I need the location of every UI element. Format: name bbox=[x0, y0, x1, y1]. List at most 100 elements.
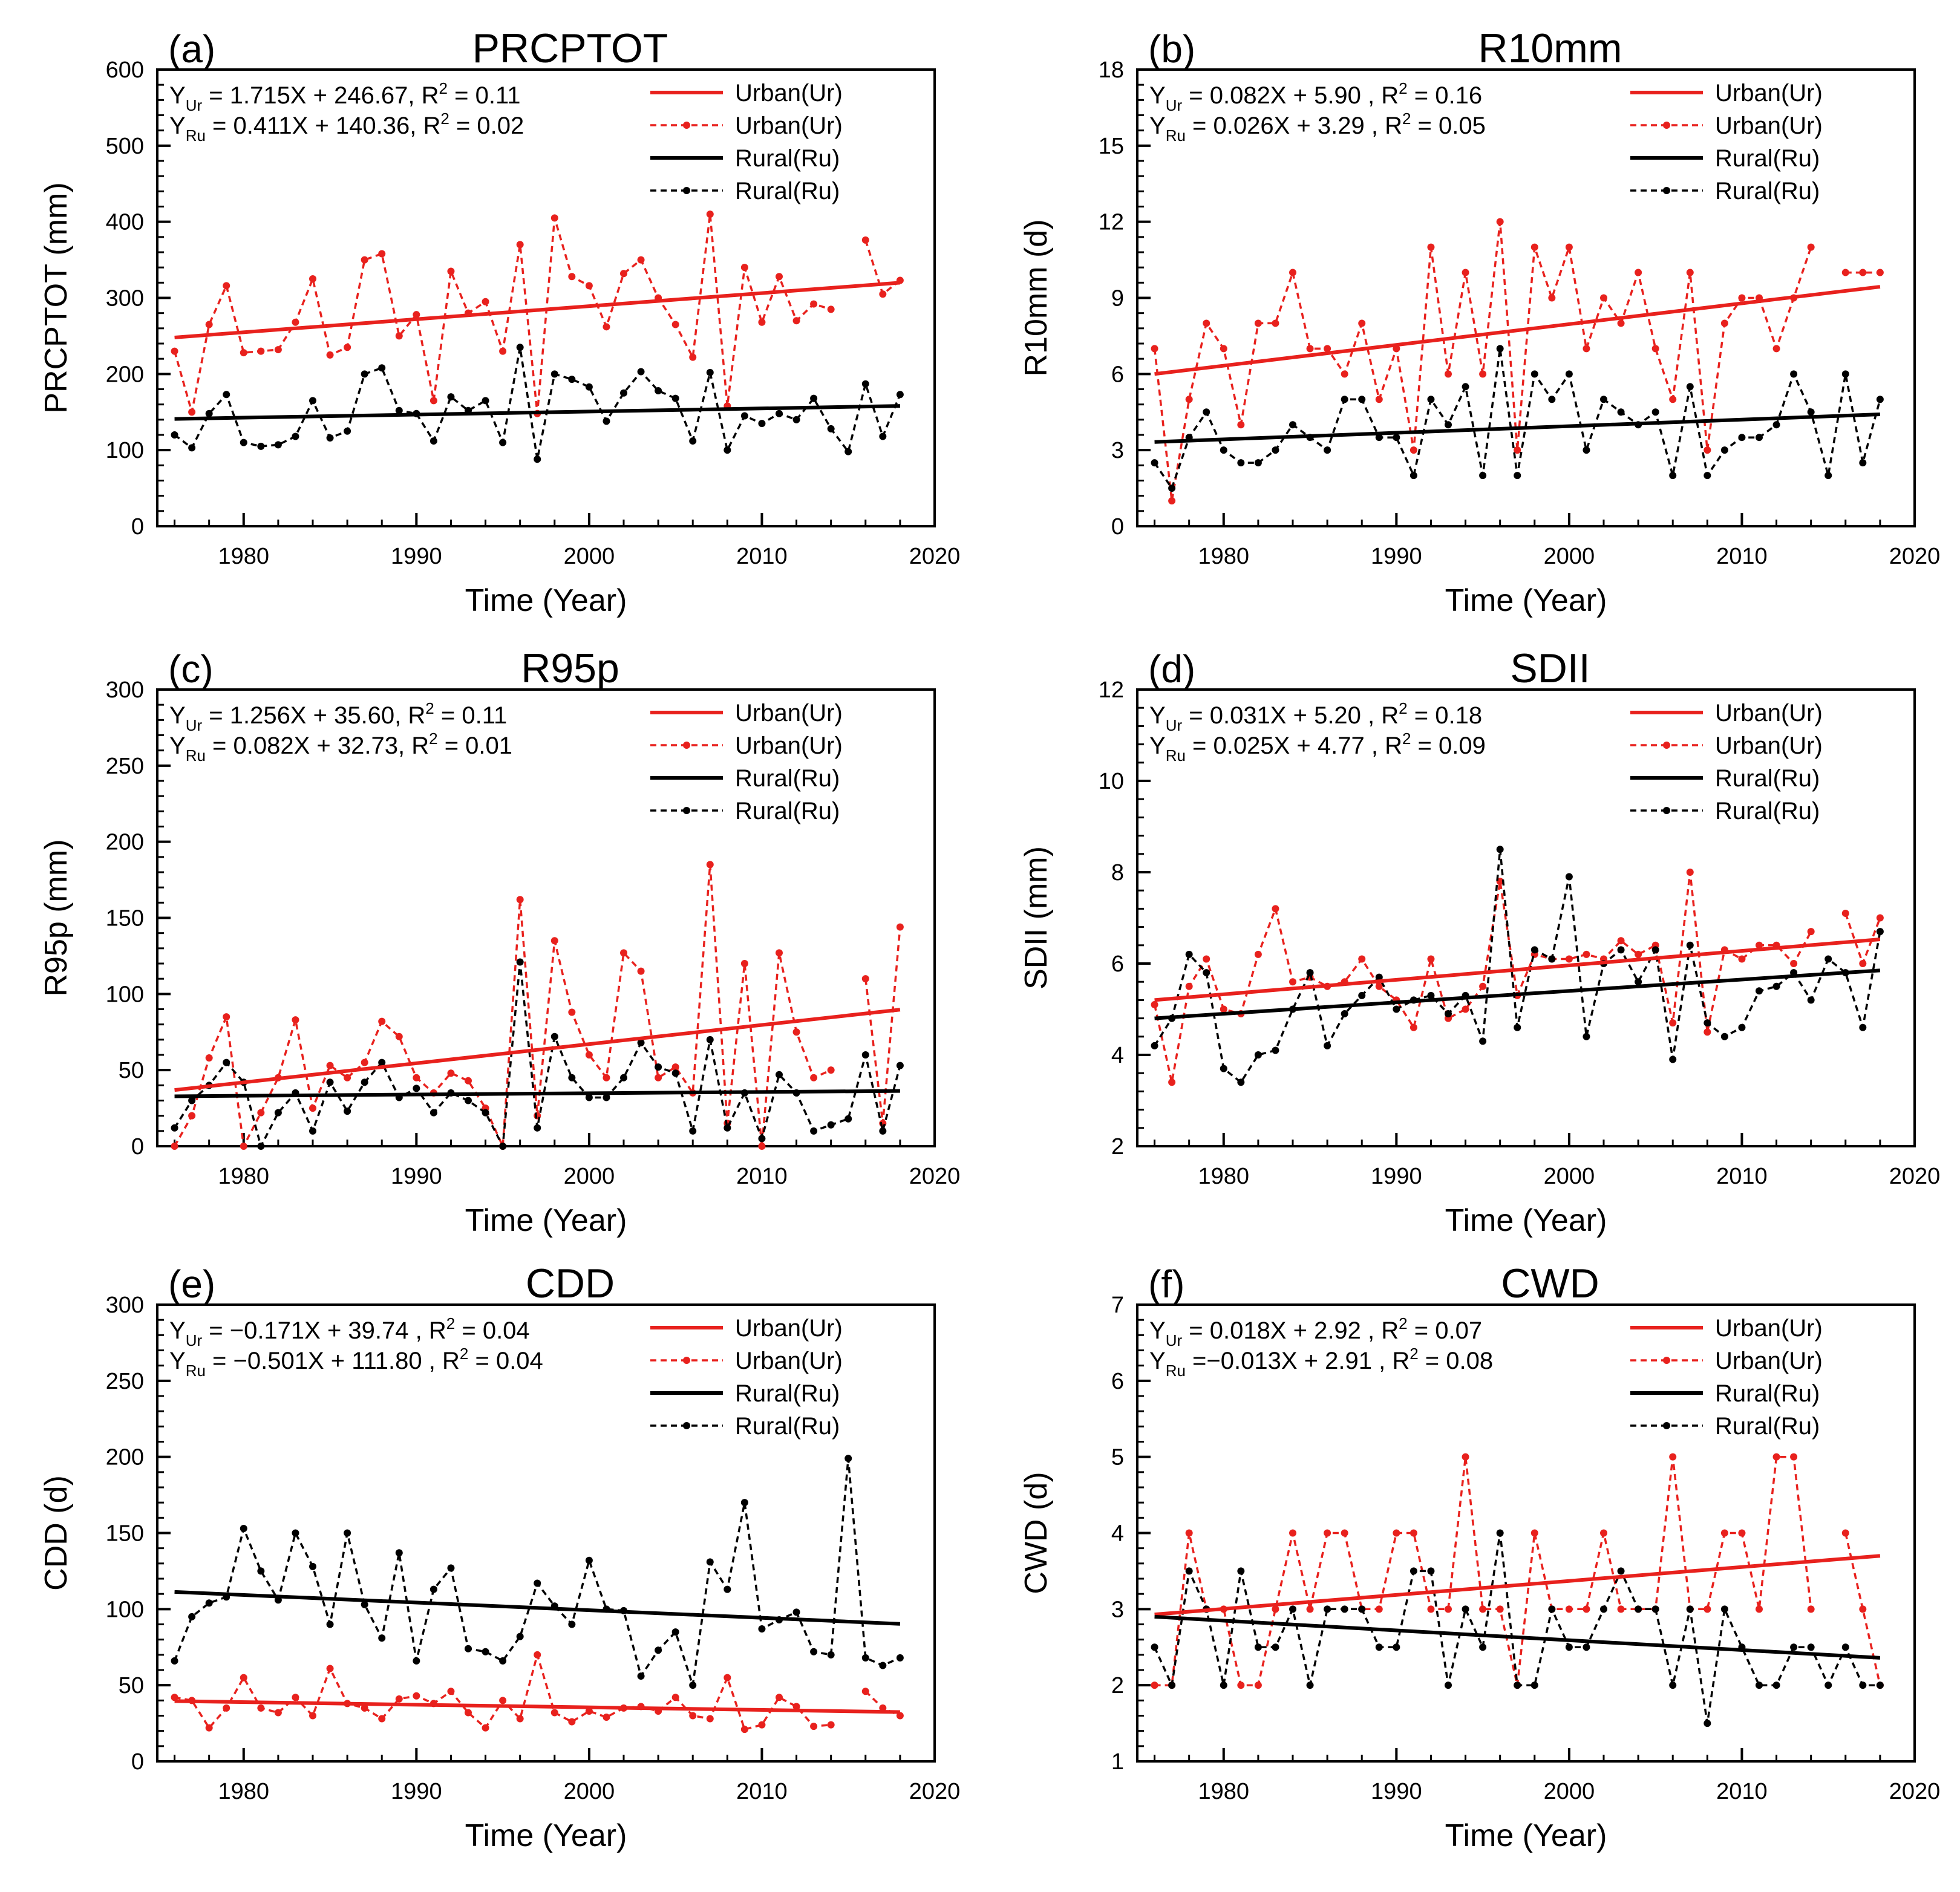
data-point bbox=[1393, 1643, 1400, 1651]
data-point bbox=[1289, 1529, 1296, 1537]
y-tick-label: 3 bbox=[1111, 1597, 1124, 1622]
data-point bbox=[1358, 396, 1366, 403]
y-tick-label: 250 bbox=[106, 754, 144, 779]
data-point bbox=[361, 1704, 368, 1712]
data-point bbox=[1220, 1682, 1227, 1689]
data-point bbox=[1583, 950, 1590, 958]
eq-subscript: Ur bbox=[1166, 716, 1183, 734]
data-point bbox=[689, 353, 697, 361]
data-point bbox=[1185, 950, 1193, 958]
data-point bbox=[1790, 370, 1798, 378]
data-point bbox=[879, 1127, 887, 1135]
y-tick-label: 4 bbox=[1111, 1521, 1124, 1547]
data-point bbox=[326, 1078, 334, 1086]
data-point bbox=[1272, 905, 1279, 913]
data-point bbox=[1617, 937, 1625, 945]
panel-label: (e) bbox=[168, 1262, 215, 1306]
data-point bbox=[724, 1124, 731, 1132]
data-point bbox=[1445, 1682, 1452, 1689]
y-tick-label: 8 bbox=[1111, 860, 1124, 886]
data-point bbox=[1427, 396, 1435, 403]
data-point bbox=[395, 1032, 403, 1040]
data-point bbox=[1617, 946, 1625, 954]
x-tick-label: 2020 bbox=[909, 1164, 961, 1189]
data-point bbox=[776, 1694, 783, 1701]
data-point bbox=[671, 321, 679, 328]
data-point bbox=[516, 896, 524, 904]
data-point bbox=[1496, 1529, 1504, 1537]
data-point bbox=[1530, 1529, 1538, 1537]
eq-superscript: 2 bbox=[1402, 729, 1411, 748]
data-point bbox=[1824, 955, 1832, 963]
equation-rural: YRu =−0.013X + 2.91 , R2 = 0.08 bbox=[1149, 1345, 1493, 1380]
data-point bbox=[1686, 269, 1694, 276]
data-point bbox=[465, 1097, 472, 1104]
y-tick-label: 300 bbox=[106, 286, 144, 312]
data-point bbox=[240, 349, 247, 357]
data-point bbox=[257, 347, 265, 355]
data-point bbox=[568, 1008, 576, 1016]
panel-title: CDD bbox=[526, 1261, 615, 1306]
data-point bbox=[1756, 1605, 1763, 1613]
data-point bbox=[776, 949, 783, 957]
y-tick-label: 200 bbox=[106, 1445, 144, 1470]
eq-prefix: Y bbox=[169, 113, 186, 139]
data-point bbox=[861, 1654, 869, 1662]
data-point bbox=[1410, 472, 1417, 480]
equation-urban: YUr = 1.715X + 246.67, R2 = 0.11 bbox=[169, 79, 520, 114]
eq-tail: = 0.04 bbox=[455, 1317, 529, 1344]
data-point bbox=[1254, 1643, 1262, 1651]
data-point bbox=[1530, 1682, 1538, 1689]
trend-line-urban bbox=[1154, 285, 1881, 376]
data-point bbox=[274, 441, 282, 449]
data-point bbox=[1462, 1453, 1469, 1461]
data-point bbox=[637, 967, 645, 975]
x-tick-label: 2020 bbox=[1889, 1779, 1941, 1804]
data-point bbox=[1617, 1567, 1625, 1575]
data-point bbox=[1289, 1605, 1296, 1613]
data-point bbox=[1341, 370, 1348, 378]
data-point bbox=[1617, 319, 1625, 327]
x-tick-label: 2020 bbox=[1889, 1164, 1941, 1189]
data-point bbox=[499, 439, 507, 446]
data-point bbox=[1203, 408, 1210, 416]
x-tick-label: 1980 bbox=[218, 1779, 270, 1804]
data-point bbox=[1790, 1643, 1798, 1651]
data-point bbox=[671, 1694, 679, 1701]
data-point bbox=[1479, 472, 1487, 480]
panel-label: (a) bbox=[168, 27, 215, 71]
legend-label: Urban(Ur) bbox=[735, 700, 843, 726]
data-point bbox=[1254, 319, 1262, 327]
data-point bbox=[1617, 1605, 1625, 1613]
data-point bbox=[1651, 1605, 1659, 1613]
series-line-Urban(Ur) bbox=[1154, 1455, 1812, 1686]
data-point bbox=[1185, 1529, 1193, 1537]
data-point bbox=[534, 1124, 541, 1132]
eq-superscript: 2 bbox=[1399, 1314, 1407, 1333]
series-line-Urban(Ur) bbox=[1153, 872, 1812, 1083]
legend-label: Rural(Ru) bbox=[1715, 765, 1820, 792]
x-tick-label: 2000 bbox=[564, 1164, 615, 1189]
data-point bbox=[516, 958, 524, 966]
eq-superscript: 2 bbox=[439, 79, 448, 97]
trend-line-urban bbox=[174, 1699, 900, 1714]
data-point bbox=[257, 1143, 265, 1150]
y-tick-label: 2 bbox=[1111, 1134, 1124, 1160]
data-point bbox=[274, 1109, 282, 1117]
data-point bbox=[1600, 1529, 1607, 1537]
data-point bbox=[776, 273, 783, 281]
eq-body: = 0.031X + 5.20 , R bbox=[1182, 702, 1399, 729]
eq-tail: = 0.09 bbox=[1411, 732, 1485, 759]
y-tick-label: 12 bbox=[1099, 210, 1124, 235]
data-point bbox=[361, 1078, 368, 1086]
eq-prefix: Y bbox=[1149, 113, 1166, 139]
data-point bbox=[1824, 472, 1832, 480]
legend-label: Rural(Ru) bbox=[1715, 178, 1820, 204]
eq-body: = 0.082X + 32.73, R bbox=[206, 732, 429, 759]
data-point bbox=[1220, 446, 1227, 454]
data-point bbox=[550, 1709, 558, 1717]
data-point bbox=[585, 1094, 593, 1101]
data-point bbox=[792, 1703, 800, 1711]
y-tick-label: 6 bbox=[1111, 1369, 1124, 1394]
legend-label: Urban(Ur) bbox=[1715, 732, 1823, 759]
